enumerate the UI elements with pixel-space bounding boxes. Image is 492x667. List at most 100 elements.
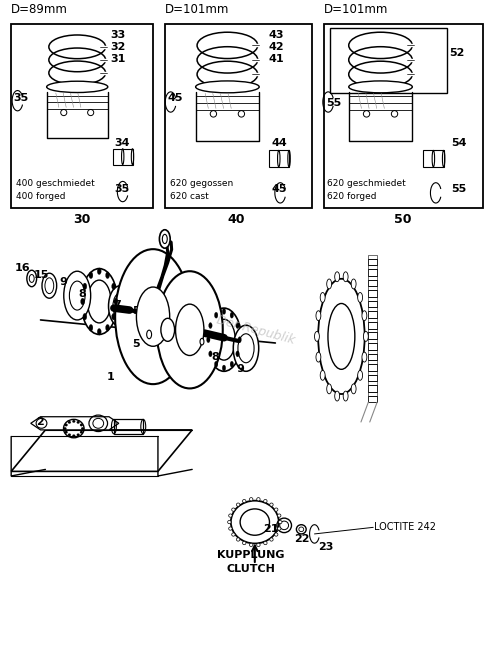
Ellipse shape	[200, 338, 204, 345]
Text: 40: 40	[227, 213, 245, 225]
Bar	[330, 28, 447, 93]
Ellipse shape	[335, 272, 339, 281]
Ellipse shape	[159, 229, 170, 248]
Text: 42: 42	[268, 42, 284, 52]
Bar	[369, 276, 377, 279]
Ellipse shape	[65, 424, 67, 426]
Text: 45: 45	[272, 184, 287, 194]
Text: 6: 6	[182, 317, 189, 327]
Ellipse shape	[358, 370, 363, 380]
Bar	[369, 329, 377, 332]
Ellipse shape	[206, 308, 242, 372]
Ellipse shape	[80, 431, 83, 434]
Ellipse shape	[83, 283, 87, 289]
Text: D=89mm: D=89mm	[11, 3, 68, 17]
Ellipse shape	[320, 293, 325, 302]
Bar	[269, 150, 289, 167]
Ellipse shape	[136, 287, 170, 346]
Ellipse shape	[106, 324, 110, 331]
Bar	[369, 259, 377, 265]
Text: 21: 21	[263, 524, 278, 534]
Ellipse shape	[69, 281, 85, 310]
Ellipse shape	[215, 362, 218, 367]
Ellipse shape	[81, 428, 84, 430]
Text: 43: 43	[268, 30, 283, 40]
Text: 55: 55	[452, 184, 467, 194]
Text: 7: 7	[113, 299, 121, 309]
Text: 8: 8	[79, 289, 87, 299]
Bar	[324, 23, 483, 208]
Text: 400 forged: 400 forged	[16, 193, 65, 201]
Ellipse shape	[114, 298, 118, 305]
Ellipse shape	[162, 234, 167, 243]
Ellipse shape	[238, 337, 242, 343]
Ellipse shape	[72, 434, 75, 437]
Bar	[369, 269, 377, 276]
Bar	[11, 23, 153, 208]
Text: 35: 35	[14, 93, 29, 103]
Ellipse shape	[236, 351, 239, 357]
Ellipse shape	[349, 81, 412, 93]
Ellipse shape	[196, 81, 259, 93]
Ellipse shape	[327, 279, 332, 289]
Ellipse shape	[229, 527, 232, 530]
Ellipse shape	[335, 391, 339, 401]
Ellipse shape	[161, 318, 175, 342]
Ellipse shape	[236, 323, 239, 329]
Ellipse shape	[316, 352, 321, 362]
Bar	[369, 375, 377, 381]
Ellipse shape	[83, 313, 87, 320]
Bar	[369, 392, 377, 396]
Text: 9: 9	[59, 277, 67, 287]
Text: 45: 45	[168, 93, 183, 103]
Text: 52: 52	[449, 48, 464, 58]
Text: 32: 32	[110, 42, 125, 52]
Ellipse shape	[112, 283, 116, 289]
Polygon shape	[31, 417, 119, 430]
Text: 34: 34	[114, 139, 129, 149]
Ellipse shape	[232, 508, 235, 512]
Ellipse shape	[358, 293, 363, 302]
Ellipse shape	[80, 424, 83, 426]
Bar	[369, 360, 377, 364]
Ellipse shape	[243, 500, 246, 503]
Ellipse shape	[207, 337, 210, 343]
Ellipse shape	[277, 527, 281, 530]
Ellipse shape	[72, 420, 75, 423]
Ellipse shape	[77, 421, 80, 424]
Ellipse shape	[320, 370, 325, 380]
Ellipse shape	[115, 249, 191, 384]
Ellipse shape	[362, 311, 367, 321]
Bar	[114, 420, 143, 434]
Text: 2: 2	[36, 417, 44, 427]
Text: 55: 55	[326, 97, 341, 107]
Ellipse shape	[362, 352, 367, 362]
Text: D=101mm: D=101mm	[324, 3, 389, 17]
Ellipse shape	[264, 542, 267, 545]
Ellipse shape	[213, 319, 235, 360]
Ellipse shape	[30, 275, 34, 282]
Bar	[369, 381, 377, 385]
Bar	[369, 364, 377, 371]
Ellipse shape	[113, 293, 127, 319]
Text: D=101mm: D=101mm	[165, 3, 230, 17]
Text: 9: 9	[236, 364, 244, 374]
Ellipse shape	[81, 269, 118, 334]
Bar	[369, 350, 377, 354]
Text: 41: 41	[268, 53, 284, 63]
Ellipse shape	[215, 312, 218, 318]
Text: 8: 8	[212, 352, 219, 362]
Ellipse shape	[157, 271, 223, 388]
Text: 16: 16	[15, 263, 31, 273]
Ellipse shape	[351, 384, 356, 394]
Ellipse shape	[209, 351, 212, 357]
Ellipse shape	[209, 323, 212, 329]
Text: 620 cast: 620 cast	[170, 193, 209, 201]
Ellipse shape	[233, 325, 259, 372]
Text: 15: 15	[33, 269, 49, 279]
Ellipse shape	[106, 272, 110, 279]
Text: 50: 50	[394, 213, 411, 225]
Text: 400 geschmiedet: 400 geschmiedet	[16, 179, 95, 188]
Ellipse shape	[89, 272, 93, 279]
Ellipse shape	[270, 538, 273, 541]
